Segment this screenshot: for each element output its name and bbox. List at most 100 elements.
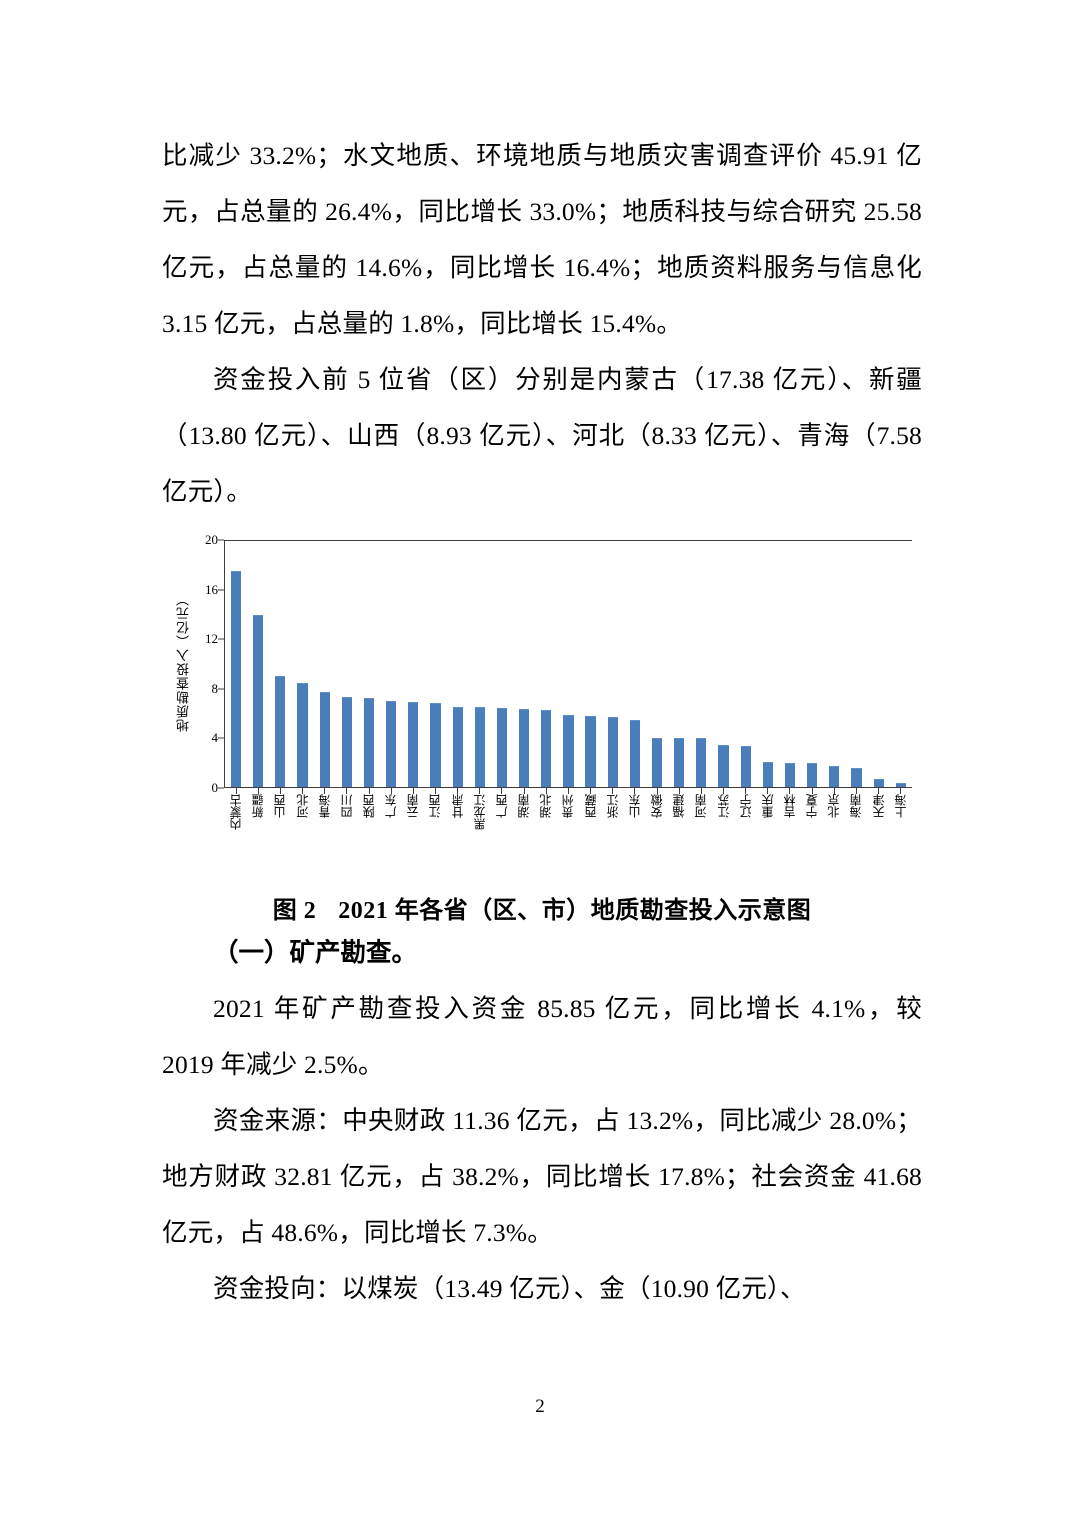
chart-x-label: 上海 xyxy=(893,794,908,818)
chart-x-tick-mark xyxy=(567,788,569,794)
chart-x-label: 云南 xyxy=(406,794,421,818)
section-heading-mineral-exploration: （一）矿产勘查。 xyxy=(213,938,418,967)
chart-y-tick-label: 4 xyxy=(211,730,219,746)
chart-x-label: 河南 xyxy=(694,794,709,818)
chart-x-label-slot: 四川 xyxy=(336,794,358,830)
chart-bar xyxy=(319,692,330,787)
chart-x-label: 山西 xyxy=(273,794,288,818)
chart-x-label: 福建 xyxy=(672,794,687,818)
chart-bar-slot xyxy=(602,540,624,787)
chart-bar-slot xyxy=(336,540,358,787)
chart-bar-slot xyxy=(646,540,668,787)
chart-x-label: 西藏 xyxy=(583,794,598,818)
paragraph-mineral-exploration-investment: 2021 年矿产勘查投入资金 85.85 亿元，同比增长 4.1%，较 2019… xyxy=(162,994,922,1079)
chart-bar-slot xyxy=(513,540,535,787)
chart-x-tick-mark xyxy=(235,788,237,794)
chart-x-tick-slot xyxy=(469,788,491,794)
chart-plot-area: 0 4 8 12 16 20 xyxy=(205,532,912,795)
chart-x-label-slot: 江苏 xyxy=(712,794,734,830)
chart-x-tick-slot xyxy=(624,788,646,794)
chart-bar xyxy=(386,700,397,787)
chart-x-tick-mark xyxy=(700,788,702,794)
chart-x-label-slot: 江西 xyxy=(424,794,446,830)
chart-bar-slot xyxy=(447,540,469,787)
chart-bar xyxy=(585,715,596,787)
chart-bars xyxy=(225,540,912,787)
chart-bar-slot xyxy=(269,540,291,787)
chart-bar xyxy=(718,744,729,787)
chart-x-tick-slot xyxy=(580,788,602,794)
chart-x-tick-mark xyxy=(789,788,791,794)
chart-bar-slot xyxy=(779,540,801,787)
chart-bar-slot xyxy=(868,540,890,787)
chart-x-label-slot: 西藏 xyxy=(580,794,602,830)
chart-x-tick-slot xyxy=(380,788,402,794)
chart-x-tick-mark xyxy=(457,788,459,794)
chart-x-tick-mark xyxy=(878,788,880,794)
chart-x-label: 辽宁 xyxy=(738,794,753,818)
chart-top-border xyxy=(224,540,912,542)
chart-y-ticks: 0 4 8 12 16 20 xyxy=(205,532,912,795)
chart-bar-slot xyxy=(247,540,269,787)
bar-chart: 地质勘查投入（亿元） 0 4 8 12 16 20 内蒙古 新疆 山西 河北 青海 四川 陕西 广东 云南… xyxy=(162,532,922,882)
chart-x-label-slot: 贵州 xyxy=(557,794,579,830)
chart-x-label-slot: 河南 xyxy=(690,794,712,830)
paragraph-funding-direction: 资金投向：以煤炭（13.49 亿元）、金（10.90 亿元）、 xyxy=(213,1274,806,1303)
chart-x-label: 湖北 xyxy=(539,794,554,818)
chart-x-label-slot: 海南 xyxy=(845,794,867,830)
chart-x-label: 黑龙江 xyxy=(472,794,487,830)
chart-y-tick-mark xyxy=(218,589,224,591)
chart-x-label-slot: 青海 xyxy=(314,794,336,830)
chart-x-label-slot: 辽宁 xyxy=(735,794,757,830)
chart-bar xyxy=(253,615,264,787)
chart-x-tick-mark xyxy=(900,788,902,794)
chart-x-tick-mark xyxy=(678,788,680,794)
chart-y-axis-label-text: 地质勘查投入（亿元） xyxy=(175,592,191,732)
chart-x-tick-mark xyxy=(523,788,525,794)
chart-x-tick-mark xyxy=(745,788,747,794)
chart-x-tick-mark xyxy=(279,788,281,794)
chart-x-tick-slot xyxy=(336,788,358,794)
paragraph-geological-survey-breakdown: 比减少 33.2%；水文地质、环境地质与地质灾害调查评价 45.91 亿元，占总… xyxy=(162,141,922,338)
figure-2-block: 地质勘查投入（亿元） 0 4 8 12 16 20 内蒙古 新疆 山西 河北 青海 四川 陕西 广东 云南… xyxy=(162,532,922,925)
chart-bar-slot xyxy=(624,540,646,787)
chart-x-axis-labels: 内蒙古 新疆 山西 河北 青海 四川 陕西 广东 云南 江西 甘肃 黑龙江 广西 湖南 湖北 贵州 西藏 浙江 山东… xyxy=(225,794,912,830)
chart-bar-slot xyxy=(580,540,602,787)
chart-x-label: 海南 xyxy=(849,794,864,818)
chart-x-label-slot: 甘肃 xyxy=(447,794,469,830)
chart-x-label-slot: 湖北 xyxy=(535,794,557,830)
chart-y-tick-mark xyxy=(218,638,224,640)
chart-x-tick-slot xyxy=(314,788,336,794)
chart-x-tick-mark xyxy=(656,788,658,794)
chart-bar-slot xyxy=(424,540,446,787)
chart-x-label: 内蒙古 xyxy=(229,794,244,830)
chart-bar xyxy=(895,782,906,787)
chart-bar xyxy=(674,738,685,787)
chart-x-label-slot: 广东 xyxy=(380,794,402,830)
chart-x-tick-slot xyxy=(735,788,757,794)
chart-x-tick-mark xyxy=(634,788,636,794)
chart-x-label-slot: 福建 xyxy=(668,794,690,830)
chart-x-label-slot: 云南 xyxy=(402,794,424,830)
chart-x-tick-slot xyxy=(291,788,313,794)
chart-x-tick-slot xyxy=(646,788,668,794)
chart-bar-slot xyxy=(757,540,779,787)
chart-bar-slot xyxy=(225,540,247,787)
chart-x-tick-slot xyxy=(447,788,469,794)
chart-x-tick-slot xyxy=(779,788,801,794)
chart-bar-slot xyxy=(291,540,313,787)
chart-x-tick-mark xyxy=(390,788,392,794)
chart-x-label-slot: 上海 xyxy=(890,794,912,830)
chart-x-label-slot: 黑龙江 xyxy=(469,794,491,830)
chart-x-tick-mark xyxy=(302,788,304,794)
chart-x-label: 河北 xyxy=(295,794,310,818)
chart-x-label: 山东 xyxy=(627,794,642,818)
chart-bar xyxy=(452,706,463,787)
chart-bar xyxy=(629,719,640,787)
chart-x-label-slot: 陕西 xyxy=(358,794,380,830)
chart-bar xyxy=(873,778,884,787)
chart-x-tick-slot xyxy=(602,788,624,794)
chart-x-axis-line xyxy=(224,786,912,788)
chart-y-tick-mark xyxy=(218,787,224,789)
chart-x-tick-mark xyxy=(412,788,414,794)
